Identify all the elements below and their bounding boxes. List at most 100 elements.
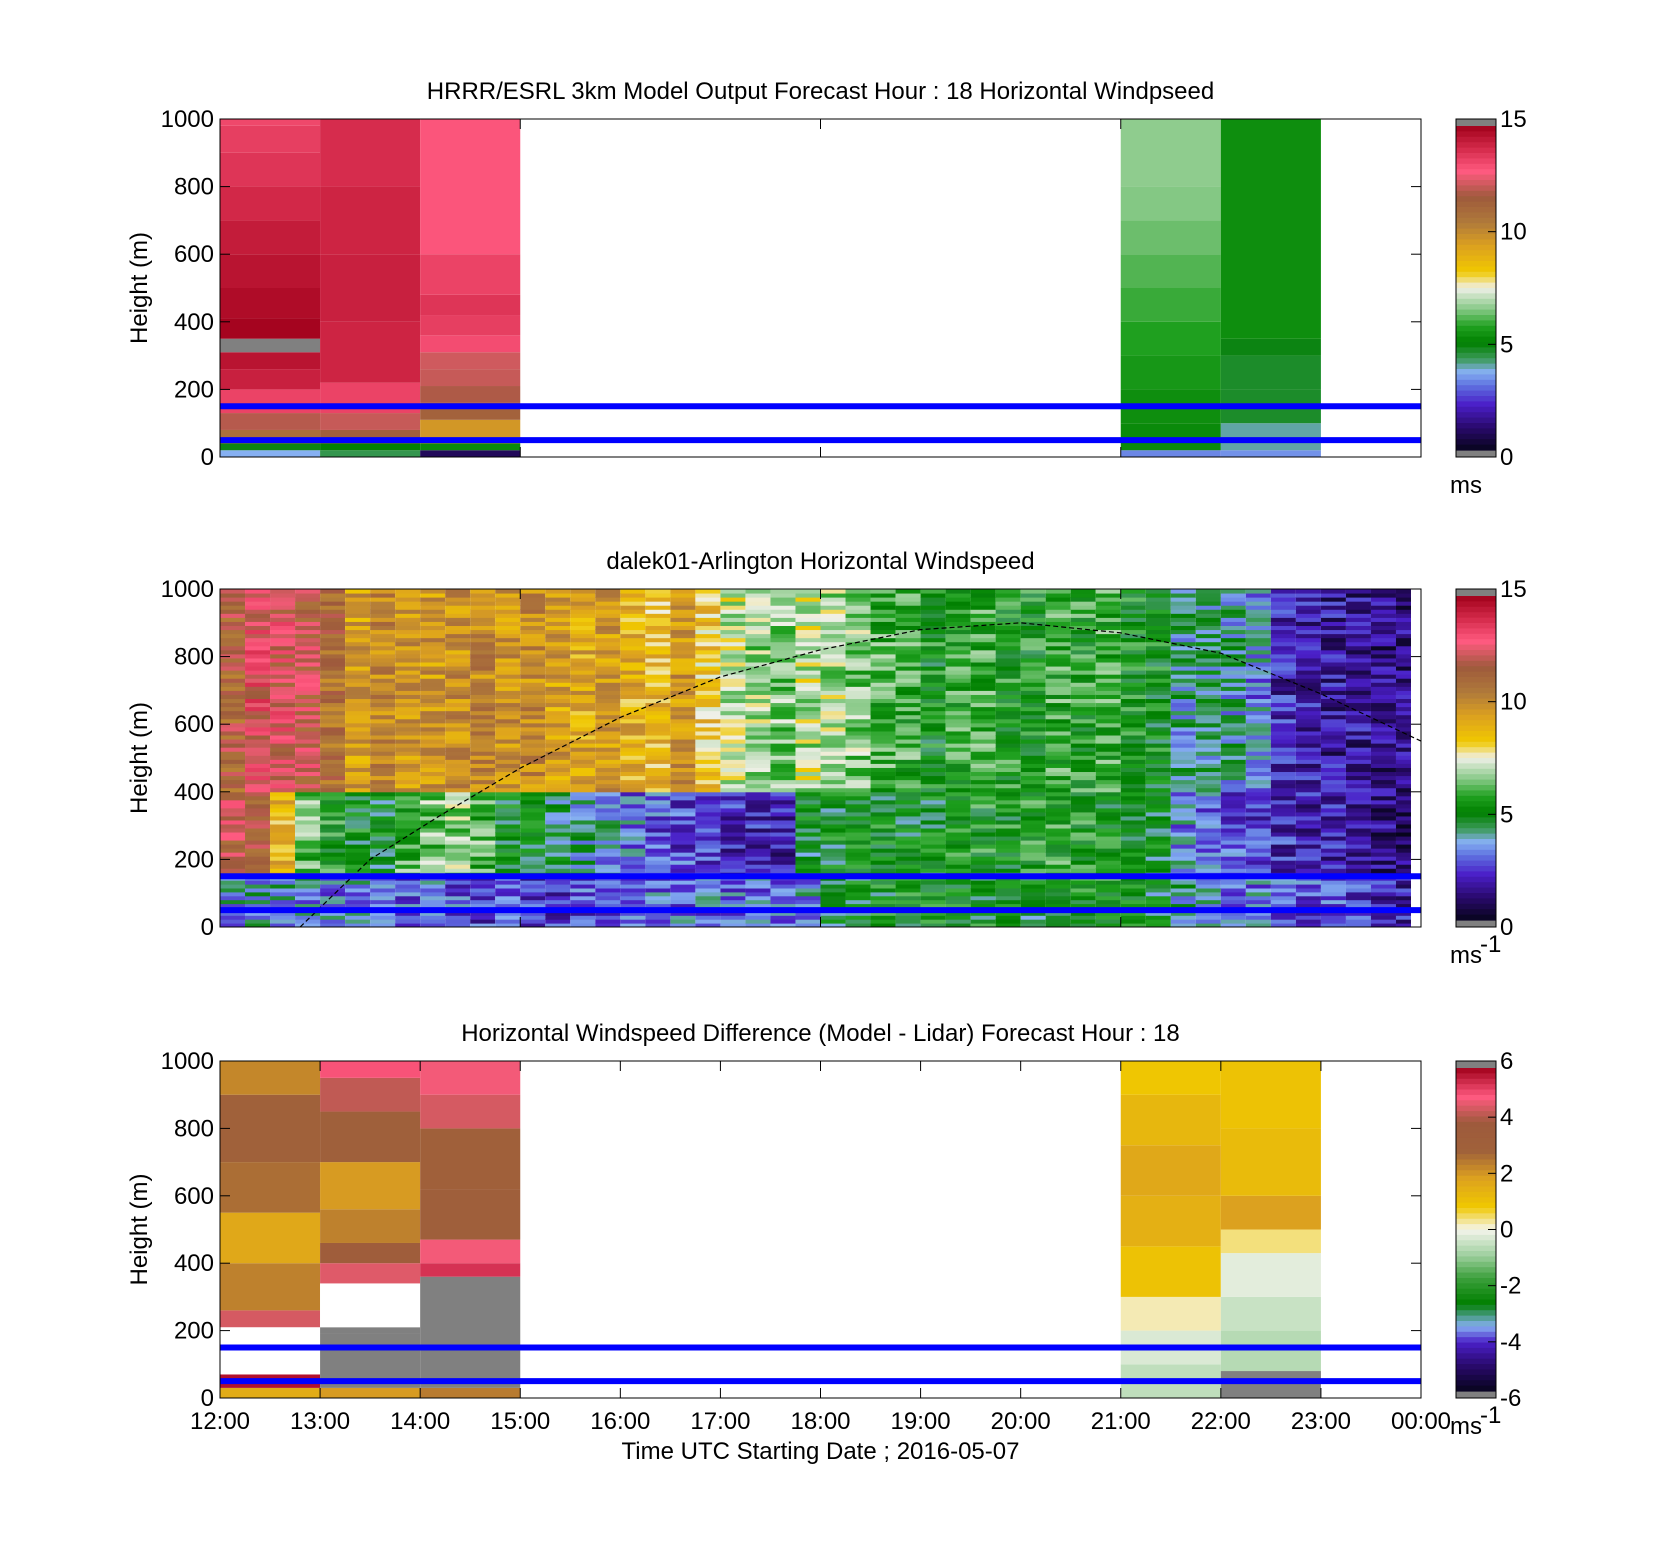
heatmap-cell xyxy=(1195,637,1221,643)
heatmap-cell xyxy=(620,811,646,817)
heatmap-cell xyxy=(270,645,296,651)
colorbar-swatch xyxy=(1456,1229,1496,1236)
colorbar-swatch xyxy=(1456,628,1496,635)
heatmap-cell xyxy=(520,783,546,789)
heatmap-cell xyxy=(545,601,571,606)
heatmap-cell xyxy=(295,787,321,793)
heatmap-cell xyxy=(595,899,621,905)
heatmap-cell xyxy=(795,747,821,752)
heatmap-cell xyxy=(270,670,296,675)
heatmap-cell xyxy=(1170,682,1196,687)
heatmap-cell xyxy=(470,657,496,663)
heatmap-cell xyxy=(870,868,896,873)
heatmap-cell xyxy=(870,621,896,627)
heatmap-cell xyxy=(1345,710,1371,716)
heatmap-cell xyxy=(1120,755,1146,760)
colorbar-frame xyxy=(1455,588,1497,928)
heatmap-cell xyxy=(820,783,846,789)
heatmap-cell xyxy=(570,718,596,724)
heatmap-cell xyxy=(1070,726,1096,732)
heatmap-cell xyxy=(1295,621,1321,627)
heatmap-cell xyxy=(495,674,521,679)
heatmap-cell xyxy=(320,1061,421,1078)
heatmap-cell xyxy=(620,747,646,752)
heatmap-cell xyxy=(370,726,396,732)
heatmap-cell xyxy=(320,828,346,833)
heatmap-cell xyxy=(770,629,796,635)
heatmap-cell xyxy=(570,903,596,908)
heatmap-cell xyxy=(245,613,271,618)
heatmap-cell xyxy=(645,911,671,916)
heatmap-cell xyxy=(1320,743,1346,748)
heatmap-cell xyxy=(870,795,896,801)
heatmap-cell xyxy=(645,888,671,893)
heatmap-cell xyxy=(1395,739,1411,744)
heatmap-cell xyxy=(945,722,971,728)
heatmap-cell xyxy=(795,730,821,736)
heatmap-cell xyxy=(945,844,971,849)
heatmap-cell xyxy=(1070,662,1096,667)
heatmap-cell xyxy=(220,811,246,817)
heatmap-cell xyxy=(920,682,946,687)
heatmap-cell xyxy=(695,645,721,651)
heatmap-cell xyxy=(1220,775,1246,781)
heatmap-cell xyxy=(495,795,521,801)
colorbar-swatch xyxy=(1456,174,1496,181)
heatmap-cell xyxy=(1320,718,1346,724)
heatmap-cell xyxy=(1245,589,1271,594)
heatmap-cell xyxy=(395,888,421,893)
heatmap-cell xyxy=(220,815,246,821)
heatmap-cell xyxy=(1045,791,1071,797)
colorbar-swatch xyxy=(1456,623,1496,629)
heatmap-cell xyxy=(295,589,321,594)
heatmap-cell xyxy=(270,722,296,728)
heatmap-cell xyxy=(1370,811,1396,817)
colorbar-swatch xyxy=(1456,223,1496,230)
heatmap-cell xyxy=(1270,645,1296,651)
heatmap-cell xyxy=(1145,828,1171,833)
heatmap-cell xyxy=(445,880,471,885)
heatmap-cell xyxy=(420,601,446,606)
heatmap-cell xyxy=(395,864,421,869)
heatmap-cell xyxy=(1370,795,1396,801)
heatmap-cell xyxy=(270,763,296,768)
heatmap-cell xyxy=(470,767,496,773)
heatmap-cell xyxy=(1120,730,1146,736)
heatmap-cell xyxy=(770,649,796,655)
heatmap-cell xyxy=(670,840,696,845)
heatmap-cell xyxy=(645,682,671,687)
heatmap-cell xyxy=(320,321,421,383)
heatmap-cell xyxy=(370,923,396,928)
heatmap-cell xyxy=(645,891,671,897)
heatmap-cell xyxy=(995,884,1021,889)
heatmap-cell xyxy=(1320,783,1346,789)
heatmap-cell xyxy=(1045,819,1071,825)
heatmap-cell xyxy=(1220,811,1246,817)
heatmap-cell xyxy=(820,888,846,893)
heatmap-cell xyxy=(520,891,546,897)
heatmap-cell xyxy=(895,919,921,924)
colorbar-swatch xyxy=(1456,1294,1496,1301)
heatmap-cell xyxy=(820,649,846,655)
heatmap-cell xyxy=(1145,840,1171,845)
heatmap-cell xyxy=(1020,601,1046,606)
heatmap-cell xyxy=(695,682,721,687)
heatmap-cell xyxy=(395,807,421,813)
heatmap-cell xyxy=(1370,666,1396,671)
heatmap-cell xyxy=(220,844,246,849)
heatmap-cell xyxy=(795,852,821,857)
heatmap-cell xyxy=(720,674,746,679)
heatmap-cell xyxy=(495,891,521,897)
heatmap-cell xyxy=(520,832,546,837)
heatmap-cell xyxy=(1245,714,1271,720)
heatmap-cell xyxy=(1245,899,1271,905)
heatmap-cell xyxy=(320,743,346,748)
heatmap-cell xyxy=(445,645,471,651)
heatmap-cell xyxy=(1020,706,1046,712)
heatmap-cell xyxy=(695,718,721,724)
heatmap-cell xyxy=(1320,637,1346,643)
heatmap-cell xyxy=(395,923,421,928)
heatmap-cell xyxy=(745,787,771,793)
heatmap-cell xyxy=(1070,888,1096,893)
heatmap-cell xyxy=(1070,739,1096,744)
